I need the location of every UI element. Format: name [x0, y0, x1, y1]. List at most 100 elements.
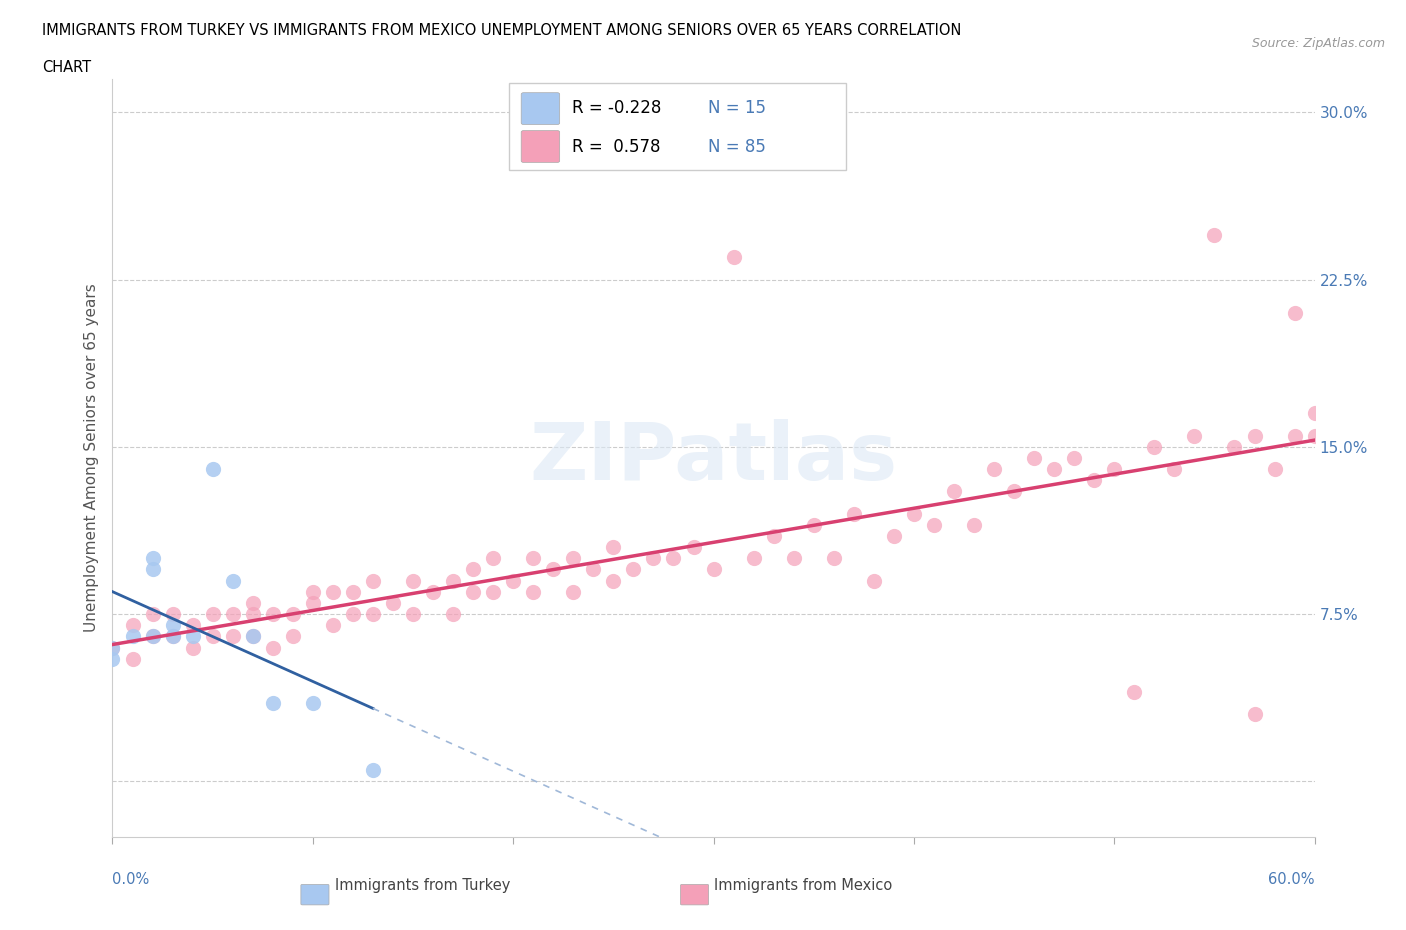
Point: [963, 517, 986, 532]
Y-axis label: Unemployment Among Seniors over 65 years: Unemployment Among Seniors over 65 years: [84, 284, 100, 632]
Point: [101, 640, 124, 655]
Point: [1284, 429, 1306, 444]
Point: [162, 618, 184, 632]
Point: [461, 584, 484, 599]
Point: [141, 562, 163, 577]
Point: [322, 584, 344, 599]
Point: [702, 562, 725, 577]
Point: [1043, 461, 1066, 476]
Point: [101, 651, 124, 666]
Point: [643, 551, 665, 565]
Point: [402, 606, 425, 621]
Text: 60.0%: 60.0%: [1268, 872, 1315, 887]
Point: [361, 763, 384, 777]
Point: [1264, 461, 1286, 476]
Point: [1223, 440, 1246, 455]
Point: [342, 584, 364, 599]
Point: [222, 629, 245, 644]
Point: [823, 551, 845, 565]
Point: [181, 629, 204, 644]
Point: [201, 629, 224, 644]
Point: [1024, 451, 1046, 466]
Point: [762, 528, 785, 543]
Point: [883, 528, 905, 543]
Point: [382, 595, 405, 610]
Text: Source: ZipAtlas.com: Source: ZipAtlas.com: [1251, 37, 1385, 50]
Point: [782, 551, 804, 565]
Point: [101, 640, 124, 655]
Point: [242, 595, 264, 610]
Text: 0.0%: 0.0%: [112, 872, 149, 887]
Point: [302, 584, 325, 599]
Point: [201, 461, 224, 476]
Point: [342, 606, 364, 621]
Point: [1204, 228, 1226, 243]
Point: [922, 517, 945, 532]
Point: [522, 551, 544, 565]
Point: [422, 584, 444, 599]
Point: [1163, 461, 1185, 476]
Point: [1284, 306, 1306, 321]
Point: [942, 484, 965, 498]
Point: [141, 629, 163, 644]
FancyBboxPatch shape: [522, 93, 560, 125]
Point: [602, 539, 624, 554]
Text: Immigrants from Mexico: Immigrants from Mexico: [714, 878, 893, 893]
Point: [562, 551, 585, 565]
Point: [983, 461, 1005, 476]
Point: [162, 606, 184, 621]
Point: [441, 573, 464, 588]
Point: [482, 584, 505, 599]
Text: Immigrants from Turkey: Immigrants from Turkey: [335, 878, 510, 893]
Point: [461, 562, 484, 577]
Point: [1002, 484, 1025, 498]
Text: N = 15: N = 15: [707, 99, 765, 117]
Point: [1303, 406, 1326, 421]
Point: [602, 573, 624, 588]
Point: [322, 618, 344, 632]
Point: [441, 606, 464, 621]
Point: [201, 606, 224, 621]
Point: [302, 595, 325, 610]
Point: [1063, 451, 1085, 466]
Text: ZIPatlas: ZIPatlas: [530, 419, 897, 497]
Point: [543, 562, 565, 577]
Point: [281, 606, 304, 621]
Point: [141, 606, 163, 621]
Point: [1243, 429, 1265, 444]
Point: [1184, 429, 1206, 444]
Point: [242, 629, 264, 644]
Point: [181, 618, 204, 632]
Point: [141, 629, 163, 644]
Point: [361, 573, 384, 588]
Point: [121, 651, 143, 666]
Point: [302, 696, 325, 711]
Point: [621, 562, 644, 577]
FancyBboxPatch shape: [509, 83, 846, 170]
Point: [361, 606, 384, 621]
Point: [662, 551, 685, 565]
Point: [222, 606, 245, 621]
Point: [1102, 461, 1125, 476]
Point: [121, 618, 143, 632]
Point: [1303, 429, 1326, 444]
Point: [522, 584, 544, 599]
Point: [502, 573, 524, 588]
Point: [482, 551, 505, 565]
Point: [141, 551, 163, 565]
Point: [262, 640, 284, 655]
Point: [742, 551, 765, 565]
Point: [402, 573, 425, 588]
Text: CHART: CHART: [42, 60, 91, 75]
Point: [723, 250, 745, 265]
Point: [181, 640, 204, 655]
Point: [281, 629, 304, 644]
Point: [121, 629, 143, 644]
FancyBboxPatch shape: [522, 130, 560, 163]
Point: [863, 573, 886, 588]
Point: [562, 584, 585, 599]
Point: [242, 606, 264, 621]
Point: [1243, 707, 1265, 722]
Point: [262, 606, 284, 621]
Point: [222, 573, 245, 588]
